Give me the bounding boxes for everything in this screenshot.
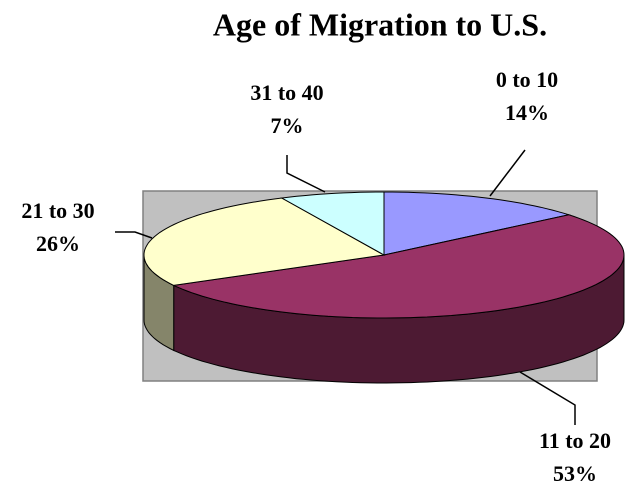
slice-label: 31 to 40 [250, 80, 323, 105]
slice [143, 197, 386, 286]
slice [280, 191, 385, 256]
slice-value-label: 14% [505, 100, 549, 125]
slice-label: 11 to 20 [539, 428, 611, 453]
slice-value-label: 26% [36, 231, 80, 256]
leader-line [489, 149, 526, 197]
slice-label: 0 to 10 [496, 67, 558, 92]
leader-line [115, 231, 153, 239]
leader-line [519, 371, 576, 425]
leader-line [286, 155, 326, 193]
chart-title: Age of Migration to U.S. [213, 6, 547, 42]
slice-label: 21 to 30 [21, 198, 94, 223]
slice [171, 214, 625, 319]
slice [383, 191, 571, 256]
slice-value-label: 7% [271, 113, 304, 138]
slice-value-label: 53% [553, 461, 597, 486]
